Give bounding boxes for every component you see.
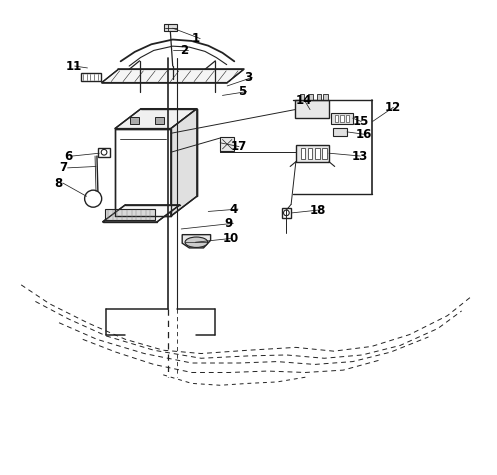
Polygon shape xyxy=(295,100,329,118)
Text: 13: 13 xyxy=(352,150,368,162)
Text: 5: 5 xyxy=(238,85,247,98)
Text: 10: 10 xyxy=(223,232,239,245)
Text: 17: 17 xyxy=(231,140,247,153)
Bar xyxy=(164,24,177,31)
Text: 2: 2 xyxy=(180,44,188,57)
Bar xyxy=(331,114,353,124)
Bar xyxy=(345,115,349,122)
Bar xyxy=(301,148,305,159)
Bar xyxy=(81,73,101,81)
Text: 12: 12 xyxy=(385,101,401,114)
Bar xyxy=(334,115,338,122)
Polygon shape xyxy=(102,205,180,222)
Text: 1: 1 xyxy=(192,32,200,45)
Bar xyxy=(300,94,304,100)
Polygon shape xyxy=(171,109,197,216)
Bar xyxy=(340,115,344,122)
Text: 9: 9 xyxy=(225,217,233,230)
Text: 18: 18 xyxy=(310,203,327,217)
Bar xyxy=(333,128,347,136)
Bar xyxy=(282,208,291,218)
Bar xyxy=(220,137,234,152)
Bar xyxy=(324,94,328,100)
Bar xyxy=(105,209,155,220)
Bar xyxy=(130,117,139,124)
Text: 8: 8 xyxy=(54,177,63,190)
Polygon shape xyxy=(115,129,171,216)
Text: 7: 7 xyxy=(59,162,67,174)
Polygon shape xyxy=(182,235,211,248)
Polygon shape xyxy=(102,69,244,83)
Text: 14: 14 xyxy=(296,94,312,107)
Polygon shape xyxy=(115,109,197,129)
Text: 11: 11 xyxy=(66,59,83,73)
Text: 6: 6 xyxy=(64,150,72,162)
Bar xyxy=(315,148,320,159)
Bar xyxy=(323,148,327,159)
Bar xyxy=(317,94,322,100)
Ellipse shape xyxy=(185,237,208,247)
Text: 3: 3 xyxy=(244,71,252,84)
Text: 16: 16 xyxy=(355,128,372,141)
Bar xyxy=(308,94,313,100)
Polygon shape xyxy=(296,145,329,162)
Text: 4: 4 xyxy=(230,202,238,216)
Text: 15: 15 xyxy=(353,115,369,128)
Bar xyxy=(308,148,313,159)
Bar xyxy=(98,148,110,157)
Bar xyxy=(156,117,164,124)
